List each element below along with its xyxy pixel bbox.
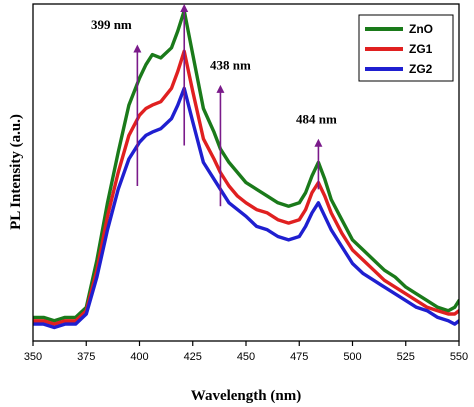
peak-arrowhead-438 [216, 84, 225, 93]
peak-arrowhead-399 [133, 44, 142, 53]
x-tick-label: 525 [397, 351, 415, 363]
peak-label-438: 438 nm [210, 57, 251, 72]
series-line-zg2 [33, 86, 459, 330]
x-tick-label: 475 [290, 351, 308, 363]
peak-label-484: 484 nm [296, 111, 337, 126]
legend-label-zno: ZnO [409, 22, 433, 36]
x-tick-label: 400 [130, 351, 148, 363]
peak-arrowhead-484 [314, 138, 323, 147]
y-axis-title: PL Intensity (a.u.) [8, 114, 24, 230]
x-tick-label: 375 [77, 351, 95, 363]
x-axis-title: Wavelength (nm) [191, 388, 301, 404]
x-tick-label: 350 [24, 351, 42, 363]
x-tick-label: 500 [343, 351, 361, 363]
legend-label-zg2: ZG2 [409, 62, 433, 76]
peak-arrowhead-421 [180, 4, 189, 12]
series-line-zno [33, 9, 459, 323]
peak-label-399: 399 nm [91, 17, 132, 32]
legend-label-zg1: ZG1 [409, 42, 433, 56]
series-line-zg1 [33, 49, 459, 326]
x-tick-label: 550 [450, 351, 468, 363]
x-tick-label: 450 [237, 351, 255, 363]
x-tick-label: 425 [184, 351, 202, 363]
